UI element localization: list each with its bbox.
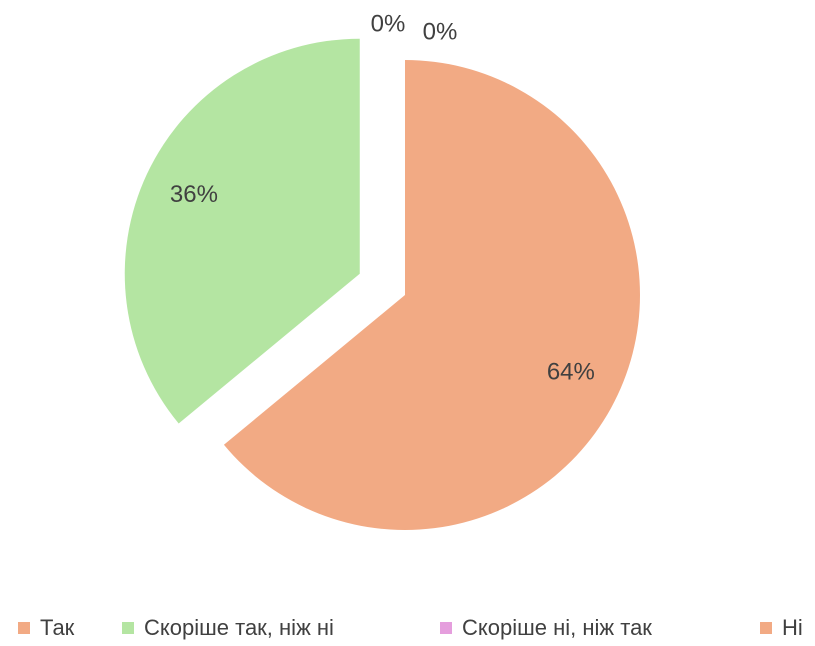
legend-swatch	[760, 622, 772, 634]
pie-slice	[223, 60, 640, 530]
legend-swatch	[440, 622, 452, 634]
legend-label: Скоріше ні, ніж так	[462, 615, 652, 640]
pie-slice	[124, 38, 360, 424]
data-label: 0%	[423, 18, 458, 45]
legend-label: Скоріше так, ніж ні	[144, 615, 334, 640]
legend-swatch	[122, 622, 134, 634]
data-label: 36%	[170, 181, 218, 208]
legend-label: Так	[40, 615, 75, 640]
legend-swatch	[18, 622, 30, 634]
legend-label: Ні	[782, 615, 803, 640]
data-label: 0%	[371, 10, 406, 37]
data-label: 64%	[547, 358, 595, 385]
